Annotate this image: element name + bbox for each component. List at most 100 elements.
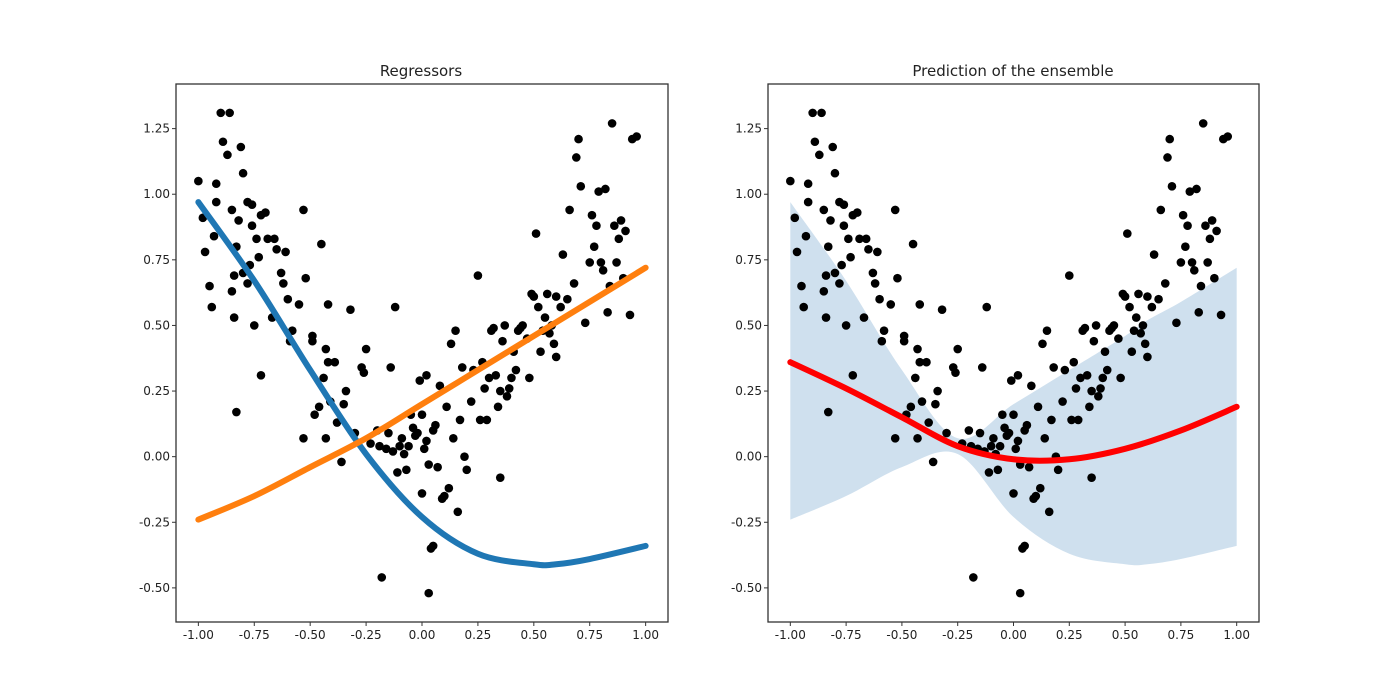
- data-point: [549, 339, 559, 349]
- data-point: [1127, 347, 1137, 356]
- data-point: [1096, 384, 1105, 393]
- data-point: [276, 268, 286, 278]
- data-point: [444, 483, 454, 493]
- data-point: [603, 308, 612, 317]
- data-point: [207, 302, 217, 312]
- data-point: [1198, 119, 1208, 128]
- data-point: [594, 187, 603, 196]
- data-point: [449, 433, 458, 443]
- data-point: [1067, 415, 1076, 425]
- data-point: [480, 384, 489, 393]
- data-point: [263, 234, 272, 244]
- data-point: [395, 441, 404, 451]
- data-point: [211, 179, 221, 189]
- data-point: [390, 302, 400, 312]
- regressors-title: Regressors: [380, 62, 463, 80]
- y-tick-label: 0.00: [143, 450, 170, 464]
- regressors-points: [194, 108, 641, 598]
- data-point: [388, 447, 398, 456]
- data-point: [1098, 373, 1108, 383]
- data-point: [511, 365, 521, 375]
- data-point: [236, 142, 246, 152]
- y-tick-label: 0.75: [143, 253, 170, 267]
- x-tick-label: -0.50: [295, 628, 326, 642]
- y-tick-label: -0.50: [139, 581, 170, 595]
- data-point: [1129, 326, 1139, 335]
- data-point: [321, 344, 331, 354]
- data-point: [1053, 465, 1063, 475]
- data-point: [462, 465, 472, 475]
- data-point: [1011, 444, 1021, 454]
- data-point: [339, 399, 349, 409]
- data-point: [1189, 266, 1199, 275]
- data-point: [301, 273, 311, 283]
- data-point: [819, 287, 829, 296]
- data-point: [227, 205, 237, 215]
- data-point: [484, 373, 494, 383]
- data-point: [1089, 336, 1099, 346]
- data-point: [536, 347, 545, 356]
- data-point: [1024, 462, 1034, 472]
- data-point: [933, 386, 942, 396]
- x-tick-label: -0.25: [351, 628, 382, 642]
- data-point: [875, 294, 884, 304]
- data-point: [281, 247, 290, 257]
- data-point: [1065, 271, 1074, 280]
- data-point: [1167, 182, 1177, 191]
- data-point: [580, 318, 590, 328]
- data-point: [377, 573, 387, 582]
- data-point: [828, 142, 838, 152]
- data-point: [830, 268, 840, 278]
- data-point: [1060, 365, 1070, 375]
- data-point: [200, 247, 210, 257]
- data-point: [1073, 415, 1083, 425]
- x-tick-label: 0.00: [1000, 628, 1027, 642]
- data-point: [1201, 221, 1210, 231]
- data-point: [1102, 365, 1112, 375]
- data-point: [194, 176, 203, 186]
- x-tick-label: 0.25: [465, 628, 492, 642]
- regressor-1-line: [195, 199, 649, 569]
- data-point: [632, 132, 641, 141]
- data-point: [913, 433, 922, 443]
- data-point: [1082, 371, 1092, 380]
- x-tick-label: 1.00: [1223, 628, 1250, 642]
- data-point: [1178, 210, 1188, 220]
- data-point: [1087, 473, 1096, 482]
- data-point: [417, 489, 427, 498]
- data-point: [558, 250, 568, 259]
- data-point: [1207, 216, 1217, 225]
- data-point: [1087, 386, 1096, 396]
- data-point: [596, 258, 606, 267]
- data-point: [913, 344, 922, 354]
- data-point: [873, 247, 882, 257]
- data-point: [440, 491, 449, 501]
- data-point: [1181, 242, 1190, 252]
- data-point: [839, 200, 849, 210]
- data-point: [457, 363, 467, 372]
- data-point: [346, 305, 355, 315]
- data-point: [1013, 436, 1023, 446]
- data-point: [819, 205, 829, 215]
- data-point: [924, 418, 933, 427]
- data-point: [330, 357, 340, 367]
- data-point: [482, 415, 492, 425]
- data-point: [859, 313, 869, 322]
- data-point: [243, 279, 252, 288]
- data-point: [384, 428, 393, 438]
- data-point: [1116, 373, 1125, 383]
- x-tick-label: -1.00: [775, 628, 806, 642]
- data-point: [797, 281, 806, 291]
- data-point: [852, 208, 862, 217]
- y-tick-label: 0.50: [143, 318, 170, 332]
- data-point: [366, 439, 375, 448]
- data-point: [995, 441, 1005, 451]
- ensemble-points: [786, 108, 1233, 598]
- data-point: [299, 205, 308, 215]
- data-point: [614, 234, 624, 244]
- data-point: [319, 373, 328, 383]
- data-point: [1080, 323, 1090, 333]
- data-point: [518, 321, 527, 330]
- data-point: [951, 368, 960, 377]
